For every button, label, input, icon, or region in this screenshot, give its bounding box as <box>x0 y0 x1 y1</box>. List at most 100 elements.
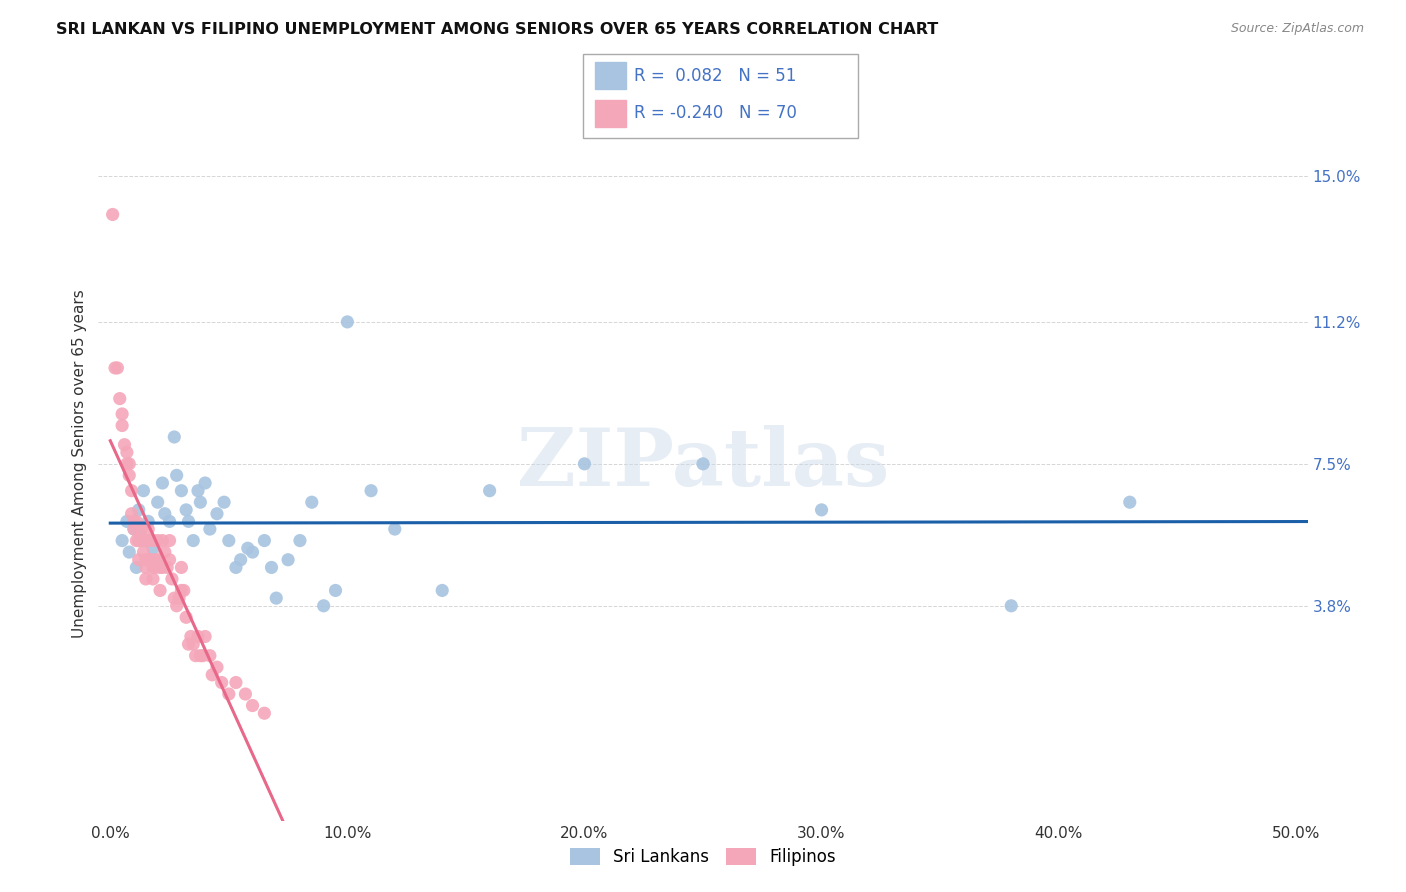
Point <box>170 583 193 598</box>
Point <box>149 583 172 598</box>
Point <box>198 522 221 536</box>
Point <box>129 522 152 536</box>
Point <box>181 533 204 548</box>
Point <box>122 515 145 529</box>
Point <box>136 522 159 536</box>
Point <box>253 706 276 721</box>
Text: R =  0.082   N = 51: R = 0.082 N = 51 <box>634 67 796 85</box>
Point <box>174 610 197 624</box>
Point <box>163 430 186 444</box>
Point <box>135 560 157 574</box>
Point <box>115 515 138 529</box>
Point <box>810 503 832 517</box>
Point <box>194 630 217 644</box>
Point <box>211 675 233 690</box>
Point <box>212 495 235 509</box>
Point <box>184 648 207 663</box>
Point <box>111 533 134 548</box>
Point <box>153 545 176 559</box>
Point <box>122 522 145 536</box>
Point <box>135 553 157 567</box>
Point <box>121 507 143 521</box>
Point <box>277 553 299 567</box>
Point <box>129 522 152 536</box>
Point <box>132 545 155 559</box>
Point <box>136 515 159 529</box>
Point <box>132 483 155 498</box>
Point <box>160 572 183 586</box>
Point <box>180 630 202 644</box>
Point <box>159 553 181 567</box>
Point <box>242 545 264 559</box>
Point <box>205 507 228 521</box>
Point <box>360 483 382 498</box>
Point <box>139 553 162 567</box>
Point <box>128 503 150 517</box>
Point <box>242 698 264 713</box>
Point <box>235 687 257 701</box>
Point <box>194 476 217 491</box>
Text: SRI LANKAN VS FILIPINO UNEMPLOYMENT AMONG SENIORS OVER 65 YEARS CORRELATION CHAR: SRI LANKAN VS FILIPINO UNEMPLOYMENT AMON… <box>56 22 938 37</box>
Point <box>177 515 200 529</box>
Point <box>111 407 134 421</box>
Point <box>325 583 347 598</box>
Point <box>139 553 162 567</box>
Point <box>152 476 174 491</box>
Point <box>201 668 224 682</box>
Point <box>166 468 188 483</box>
Point <box>114 437 136 451</box>
Point <box>288 533 311 548</box>
Point <box>115 445 138 459</box>
Point <box>260 560 283 574</box>
Point <box>128 533 150 548</box>
Point <box>153 507 176 521</box>
Point <box>187 483 209 498</box>
Text: R = -0.240   N = 70: R = -0.240 N = 70 <box>634 104 797 122</box>
Point <box>105 360 128 375</box>
Y-axis label: Unemployment Among Seniors over 65 years: Unemployment Among Seniors over 65 years <box>72 290 87 638</box>
Point <box>174 503 197 517</box>
Point <box>166 599 188 613</box>
Point <box>143 560 166 574</box>
Point <box>125 533 148 548</box>
Point <box>225 560 247 574</box>
Point <box>142 572 165 586</box>
Point <box>152 560 174 574</box>
Point <box>118 468 141 483</box>
Point <box>128 553 150 567</box>
Point <box>146 553 169 567</box>
Text: ZIPatlas: ZIPatlas <box>517 425 889 503</box>
Point <box>229 553 252 567</box>
Point <box>156 560 179 574</box>
Text: Source: ZipAtlas.com: Source: ZipAtlas.com <box>1230 22 1364 36</box>
Point <box>142 541 165 556</box>
Point <box>384 522 406 536</box>
Point <box>115 457 138 471</box>
Point <box>1000 599 1022 613</box>
Point <box>478 483 501 498</box>
Point <box>111 418 134 433</box>
Point <box>312 599 335 613</box>
Point <box>121 483 143 498</box>
Point <box>253 533 276 548</box>
Point <box>218 687 240 701</box>
Point <box>118 545 141 559</box>
Point <box>104 360 127 375</box>
Point <box>132 533 155 548</box>
Point <box>101 207 124 221</box>
Point <box>167 591 190 606</box>
Point <box>191 648 214 663</box>
Point <box>122 522 145 536</box>
Point <box>432 583 454 598</box>
Point <box>236 541 259 556</box>
Point <box>190 648 212 663</box>
Point <box>692 457 714 471</box>
Point <box>205 660 228 674</box>
Point <box>574 457 596 471</box>
Point <box>198 648 221 663</box>
Point <box>152 533 174 548</box>
Point <box>218 533 240 548</box>
Point <box>159 515 181 529</box>
Point <box>125 515 148 529</box>
Point <box>177 637 200 651</box>
